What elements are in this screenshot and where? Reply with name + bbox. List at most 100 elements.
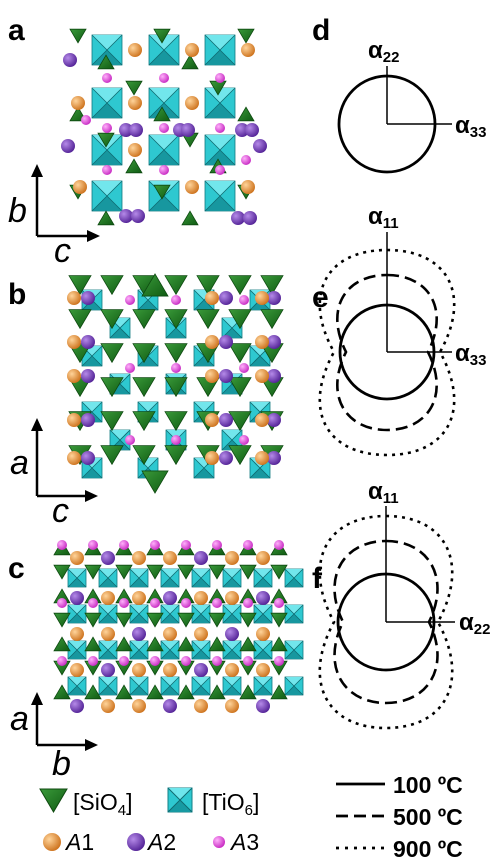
a2-atom [61,139,75,153]
a2-atom [219,335,233,349]
a3-atom [57,598,67,608]
tio6-facet [192,677,210,686]
panel-d: d α22 α33 [312,14,486,174]
a3-atom [159,73,169,83]
a1-atom [70,663,84,677]
a1-atom [205,369,219,383]
panel-c-axes: a b [10,692,98,783]
sio4-tetrahedron [115,684,133,700]
sio4-tetrahedron [239,564,257,580]
a3-atom [102,165,112,175]
panel-a: a b c [8,14,267,270]
sio4-tetrahedron [208,684,226,700]
tio6-facet [110,328,130,338]
sio4-tetrahedron [53,684,71,700]
a2-atom [243,211,257,225]
a3-atom [150,598,160,608]
a3-atom [125,435,135,445]
tio6-facet [138,300,158,310]
tio6-facet [82,402,102,412]
sio4-tetrahedron [237,106,255,122]
tio6-facet [205,35,235,50]
a2-legend-icon [127,833,145,851]
a2-atom [163,699,177,713]
a3-atom [215,123,225,133]
a2-atom [81,291,95,305]
a1-atom [132,591,146,605]
tio6-edge [191,676,211,696]
a2-atom [256,699,270,713]
a3-atom [88,656,98,666]
tio6-facet [92,150,122,165]
a3-atom [239,363,249,373]
tio6-facet [99,569,117,578]
tio6-facet [161,677,179,686]
a3-atom [171,363,181,373]
a1-atom [71,96,85,110]
sio4-tetrahedron [164,309,188,330]
panel-a-label: a [8,14,25,47]
tio6-edge [129,640,149,660]
tio6-facet [138,402,158,412]
sio4-tetrahedron [84,612,102,628]
tio6-facet [68,686,86,695]
a1-legend-icon [43,833,61,851]
tio6-edge [109,317,131,339]
a1-atom [241,180,255,194]
sio4-tetrahedron [115,636,133,652]
tio6-edge [160,640,180,660]
tio6-facet [250,300,270,310]
tio6-facet [149,88,179,103]
a3-atom [212,656,222,666]
tio6-facet [285,677,303,686]
tio6-facet [161,578,179,587]
a2-atom [70,699,84,713]
a3-atom [119,656,129,666]
sio4-tetrahedron [100,411,124,432]
a3-legend-icon [213,836,225,848]
sio4-tetrahedron [181,210,199,226]
tio6-facet [130,578,148,587]
a1-atom [128,96,142,110]
a1-atom [225,591,239,605]
a1-atom [132,699,146,713]
tio6-edge [204,34,236,66]
a3-atom [102,123,112,133]
panel-f-ellipse-500C [333,539,439,705]
sio4-tetrahedron [164,275,188,296]
tio6-facet [250,356,270,366]
tio6-facet [68,677,86,686]
a2-atom [119,209,133,223]
tio6-facet [68,614,86,623]
tio6-facet [82,300,102,310]
sio4-tetrahedron [132,411,156,432]
tio6-edge [98,640,118,660]
sio4-tetrahedron [177,612,195,628]
tio6-facet [92,196,122,211]
sio4-tetrahedron [68,309,92,330]
a3-atom [119,598,129,608]
tio6-facet [99,641,117,650]
a2-atom [219,291,233,305]
sio4-tetrahedron [228,377,252,398]
a2-atom [132,627,146,641]
tio6-facet [285,650,303,659]
tio6-edge [137,457,159,479]
a3-atom [239,295,249,305]
tio6-edge [67,568,87,588]
tio6-facet [194,300,214,310]
a1-atom [67,335,81,349]
a3-atom [181,540,191,550]
sio4-tetrahedron [69,28,87,44]
tio6-edge [148,134,180,166]
sio4-tetrahedron [270,684,288,700]
tio6-facet [254,641,272,650]
a1-atom [128,143,142,157]
tio6-facet [192,578,210,587]
a3-atom [243,598,253,608]
tio6-facet [205,50,235,65]
panel-b-axis-vertical: a [10,444,29,482]
a1-atom [205,451,219,465]
sio4-tetrahedron [153,28,171,44]
tio6-facet [161,641,179,650]
